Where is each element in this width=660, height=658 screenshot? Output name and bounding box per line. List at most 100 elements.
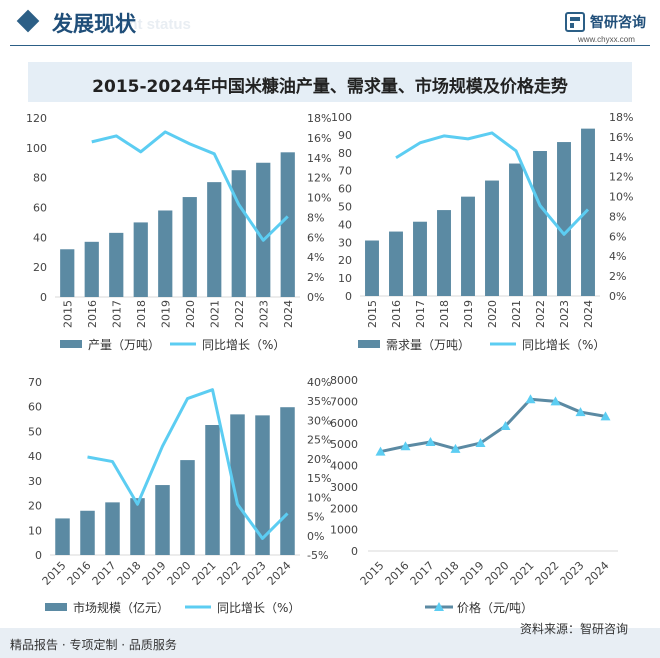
bar-2017 — [105, 502, 120, 555]
y-right-tick-label: 16% — [307, 132, 331, 145]
y-left-tick-label: 0 — [40, 291, 47, 304]
x-tick-label: 2022 — [215, 559, 244, 588]
x-tick-label: 2020 — [165, 559, 194, 588]
y-right-tick-label: 10% — [609, 191, 633, 204]
y-left-tick-label: 100 — [331, 111, 352, 124]
x-tick-label: 2016 — [383, 559, 412, 588]
header-rule — [10, 45, 650, 46]
x-tick-label: 2018 — [115, 559, 144, 588]
y-right-tick-label: 25% — [307, 434, 331, 447]
y-right-tick-label: 4% — [609, 250, 626, 263]
series-line — [91, 130, 289, 242]
x-tick-label: 2015 — [40, 559, 69, 588]
y-right-tick-label: 15% — [307, 472, 331, 485]
x-tick-label: 2016 — [65, 559, 94, 588]
bar-2016 — [80, 510, 95, 555]
y-left-tick-label: 50 — [28, 425, 42, 438]
brand-name: 智研咨询 — [590, 15, 646, 31]
bar-2019 — [158, 210, 173, 297]
legend-label: 产量（万吨） — [88, 338, 160, 352]
footer-tagline: 精品报告 · 专项定制 · 品质服务 — [10, 638, 177, 652]
title-band: 2015-2024年中国米糠油产量、需求量、市场规模及价格走势 — [28, 62, 632, 102]
x-tick-label: 2023 — [240, 559, 269, 588]
footer-band — [0, 628, 660, 658]
bar-2022 — [231, 170, 246, 297]
bar-2024 — [581, 128, 595, 296]
bar-2020 — [180, 460, 195, 555]
point-2019 — [475, 438, 486, 448]
point-2017 — [425, 436, 436, 446]
point-2021 — [525, 394, 536, 404]
bar-2023 — [256, 162, 271, 297]
legend-bar-swatch — [60, 340, 82, 348]
y-right-tick-label: 20% — [307, 453, 331, 466]
bar-2018 — [130, 498, 145, 555]
x-tick-label: 2024 — [582, 300, 595, 328]
x-tick-label: 2017 — [408, 559, 437, 588]
x-tick-label: 2018 — [438, 300, 451, 328]
source-note: 资料来源：智研咨询 — [520, 622, 629, 636]
x-tick-label: 2015 — [366, 300, 379, 328]
y-left-tick-label: 120 — [26, 112, 47, 125]
y-right-tick-label: 30% — [307, 414, 331, 427]
y-right-tick-label: 0% — [307, 291, 324, 304]
y-left-tick-label: 40 — [28, 450, 42, 463]
bar-2015 — [60, 249, 75, 297]
point-2018 — [450, 443, 461, 453]
y-left-tick-label: 6000 — [330, 417, 358, 430]
point-2022 — [550, 396, 561, 406]
brand-logo-icon — [565, 12, 585, 32]
bar-2023 — [557, 142, 571, 296]
legend-bar-swatch — [358, 340, 380, 348]
y-right-tick-label: -5% — [307, 549, 328, 562]
x-tick-label: 2022 — [534, 300, 547, 328]
x-tick-label: 2021 — [510, 300, 523, 328]
y-left-tick-label: 80 — [338, 147, 352, 160]
series-line — [395, 131, 590, 236]
y-left-tick-label: 20 — [338, 254, 352, 267]
bar-2024 — [280, 407, 295, 555]
y-right-tick-label: 0% — [609, 290, 626, 303]
y-right-tick-label: 12% — [307, 172, 331, 185]
y-left-tick-label: 4000 — [330, 460, 358, 473]
y-left-tick-label: 40 — [33, 231, 47, 244]
bar-2020 — [485, 180, 499, 296]
y-left-tick-label: 0 — [345, 290, 352, 303]
y-left-tick-label: 20 — [33, 261, 47, 274]
x-tick-label: 2021 — [508, 559, 537, 588]
x-tick-label: 2023 — [558, 559, 587, 588]
x-tick-label: 2016 — [86, 300, 99, 328]
point-2024 — [600, 411, 611, 421]
bar-2022 — [533, 151, 547, 296]
bar-2015 — [365, 240, 379, 296]
y-left-tick-label: 10 — [338, 272, 352, 285]
y-left-tick-label: 70 — [28, 376, 42, 389]
bar-2017 — [109, 232, 124, 297]
y-left-tick-label: 0 — [351, 545, 358, 558]
y-right-tick-label: 8% — [609, 210, 626, 223]
y-left-tick-label: 1000 — [330, 524, 358, 537]
legend-label: 需求量（万吨） — [386, 338, 470, 352]
y-right-tick-label: 16% — [609, 131, 633, 144]
y-left-tick-label: 2000 — [330, 502, 358, 515]
y-left-tick-label: 10 — [28, 524, 42, 537]
bar-2022 — [230, 414, 245, 555]
legend-marker-swatch — [434, 602, 444, 611]
x-tick-label: 2019 — [458, 559, 487, 588]
x-tick-label: 2019 — [159, 300, 172, 328]
y-right-tick-label: 35% — [307, 395, 331, 408]
point-2023 — [575, 407, 586, 417]
bar-2020 — [182, 197, 197, 297]
bar-2021 — [207, 182, 222, 297]
y-right-tick-label: 14% — [609, 151, 633, 164]
x-tick-label: 2020 — [184, 300, 197, 328]
legend-label: 同比增长（%） — [522, 338, 605, 352]
section-title: 发展现状 — [52, 12, 136, 36]
x-tick-label: 2022 — [533, 559, 562, 588]
y-left-tick-label: 80 — [33, 172, 47, 185]
x-tick-label: 2018 — [135, 300, 148, 328]
x-tick-label: 2017 — [110, 300, 123, 328]
legend-label: 同比增长（%） — [202, 338, 285, 352]
x-tick-label: 2024 — [282, 300, 295, 328]
